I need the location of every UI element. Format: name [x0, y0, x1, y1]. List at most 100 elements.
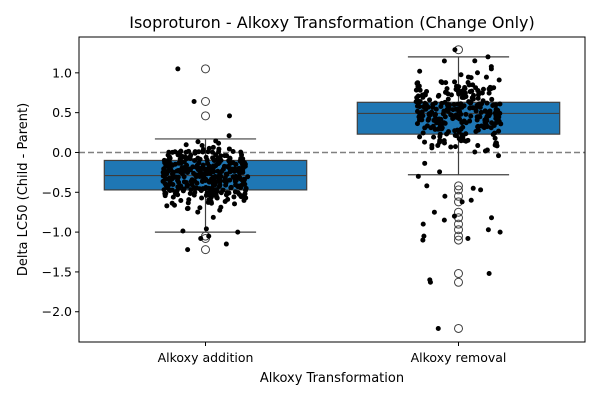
data-point	[444, 131, 450, 137]
outlier-marker	[454, 277, 463, 287]
data-point	[442, 193, 448, 199]
data-point	[206, 233, 212, 239]
data-point	[222, 175, 228, 181]
data-point	[417, 68, 423, 74]
data-point	[452, 79, 458, 85]
data-point	[421, 233, 427, 239]
data-point	[167, 188, 173, 194]
data-point	[428, 125, 434, 131]
data-point	[172, 149, 178, 155]
data-point	[226, 133, 232, 139]
data-point	[442, 114, 448, 120]
data-point	[168, 167, 174, 173]
data-point	[195, 139, 201, 145]
data-point	[437, 169, 443, 175]
x-axis-label: Alkoxy Transformation	[260, 371, 404, 386]
data-point	[233, 177, 239, 183]
data-point	[239, 193, 245, 199]
data-point	[209, 149, 215, 155]
data-point	[206, 145, 212, 151]
data-point	[164, 203, 170, 209]
data-point	[180, 228, 186, 234]
data-point	[198, 235, 204, 241]
data-point	[414, 99, 420, 105]
data-point	[415, 93, 421, 99]
outlier-marker	[201, 64, 210, 74]
data-point	[451, 114, 457, 120]
data-point	[445, 108, 451, 114]
y-tick-label: 1.0	[52, 65, 72, 80]
data-point	[420, 130, 426, 136]
plot-frame	[78, 36, 586, 343]
data-point	[467, 105, 473, 111]
data-point	[204, 190, 210, 196]
data-point	[199, 178, 205, 184]
data-point	[183, 142, 189, 148]
data-point	[482, 148, 488, 154]
data-point	[479, 123, 485, 129]
data-point	[429, 109, 435, 115]
data-point	[431, 117, 437, 123]
data-point	[227, 177, 233, 183]
data-point	[415, 80, 421, 86]
data-point	[432, 100, 438, 106]
data-point	[470, 185, 476, 191]
data-point	[175, 168, 181, 174]
data-point	[192, 158, 198, 164]
data-point	[210, 144, 216, 150]
data-point	[439, 126, 445, 132]
data-point	[210, 176, 216, 182]
data-point	[441, 120, 447, 126]
plot-area	[78, 36, 586, 343]
data-point	[463, 111, 469, 117]
y-tick-label: −1.5	[42, 264, 72, 279]
data-point	[179, 169, 185, 175]
y-tick-label: −1.0	[42, 225, 72, 240]
data-point	[230, 149, 236, 155]
data-point	[192, 178, 198, 184]
data-point	[178, 198, 184, 204]
data-point	[488, 86, 494, 92]
data-point	[415, 84, 421, 90]
data-point	[217, 155, 223, 161]
data-point	[415, 102, 421, 108]
data-point	[435, 325, 441, 331]
outlier-marker	[454, 219, 463, 229]
data-point	[214, 187, 220, 193]
y-tick-label: −0.5	[42, 185, 72, 200]
chart-title: Isoproturon - Alkoxy Transformation (Cha…	[129, 13, 535, 32]
data-point	[441, 108, 447, 114]
data-point	[214, 195, 220, 201]
data-point	[176, 185, 182, 191]
data-point	[485, 227, 491, 233]
data-point	[227, 155, 233, 161]
x-tick-label: Alkoxy removal	[411, 350, 507, 365]
data-point	[497, 101, 503, 107]
data-point	[467, 89, 473, 95]
data-point	[437, 131, 443, 137]
data-point	[475, 95, 481, 101]
data-point	[478, 187, 484, 193]
data-point	[166, 159, 172, 165]
data-point	[489, 96, 495, 102]
data-point	[200, 149, 206, 155]
data-point	[479, 90, 485, 96]
data-point	[441, 58, 447, 64]
data-point	[417, 87, 423, 93]
data-point	[198, 188, 204, 194]
data-point	[195, 209, 201, 215]
data-point	[237, 170, 243, 176]
data-point	[496, 114, 502, 120]
data-point	[490, 132, 496, 138]
data-point	[463, 94, 469, 100]
box-group-1	[103, 64, 308, 255]
data-point	[170, 182, 176, 188]
data-point	[240, 178, 246, 184]
data-point	[176, 179, 182, 185]
data-point	[188, 187, 194, 193]
data-point	[490, 102, 496, 108]
data-point	[203, 226, 209, 232]
data-point	[435, 93, 441, 99]
y-axis-label: Delta LC50 (Child - Parent)	[16, 103, 31, 276]
data-point	[169, 200, 175, 206]
